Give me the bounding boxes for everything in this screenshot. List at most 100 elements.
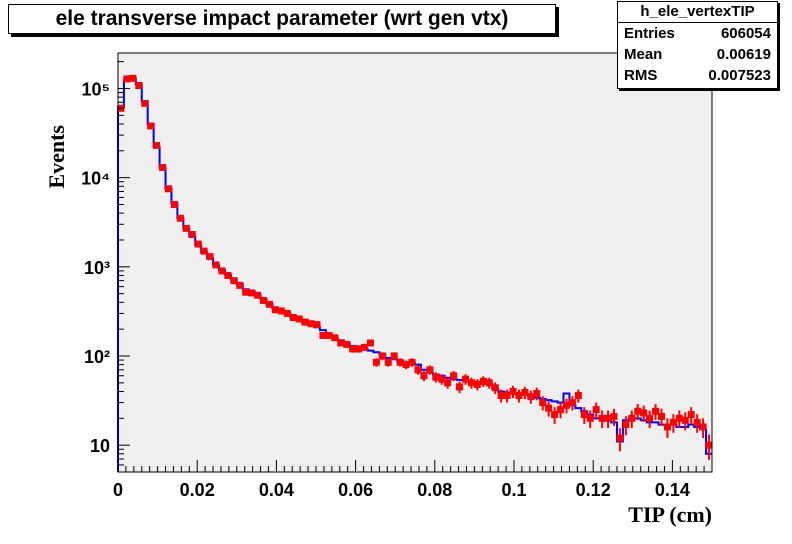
plot-frame-outline xyxy=(117,52,713,473)
data-point-marker xyxy=(432,373,440,381)
data-point-marker xyxy=(206,253,214,261)
data-point-marker xyxy=(390,352,398,360)
data-point-marker xyxy=(254,291,262,299)
data-point-marker xyxy=(557,406,565,414)
data-point-marker xyxy=(533,389,541,397)
data-point-marker xyxy=(153,141,161,149)
data-point-marker xyxy=(325,331,333,339)
data-point-marker xyxy=(551,411,559,419)
data-point-marker xyxy=(598,414,606,422)
data-point-marker xyxy=(295,315,303,323)
data-point-marker xyxy=(236,281,244,289)
data-point-marker xyxy=(331,334,339,342)
data-point-marker xyxy=(141,99,149,107)
data-point-marker xyxy=(337,339,345,347)
data-point-marker xyxy=(289,314,297,322)
data-point-marker xyxy=(610,412,618,420)
x-tick-label: 0 xyxy=(113,480,123,500)
y-tick-label: 10² xyxy=(84,347,110,367)
x-axis-label: TIP (cm) xyxy=(628,502,712,527)
data-point-marker xyxy=(224,271,232,279)
chart-title: ele transverse impact parameter (wrt gen… xyxy=(8,4,556,34)
data-point-marker xyxy=(361,343,369,351)
data-point-marker xyxy=(527,393,535,401)
data-point-marker xyxy=(539,399,547,407)
data-point-marker xyxy=(634,407,642,415)
data-point-marker xyxy=(349,345,357,353)
data-point-marker xyxy=(658,412,666,420)
data-point-marker xyxy=(426,366,434,374)
data-point-marker xyxy=(135,82,143,90)
data-point-marker xyxy=(265,300,273,308)
data-point-marker xyxy=(669,418,677,426)
data-point-marker xyxy=(408,358,416,366)
data-point-marker xyxy=(699,423,707,431)
data-point-marker xyxy=(402,361,410,369)
data-point-marker xyxy=(473,380,481,388)
y-tick-label: 10 xyxy=(90,436,110,456)
data-point-marker xyxy=(545,404,553,412)
x-tick-label: 0.02 xyxy=(180,480,215,500)
data-point-marker xyxy=(562,401,570,409)
data-point-marker xyxy=(497,392,505,400)
data-point-marker xyxy=(622,421,630,429)
data-point-marker xyxy=(159,163,167,171)
stats-label: Entries xyxy=(624,25,675,42)
data-point-marker xyxy=(479,377,487,385)
data-point-marker xyxy=(705,441,713,449)
x-tick-label: 0.06 xyxy=(338,480,373,500)
stats-value: 0.00619 xyxy=(716,46,771,63)
data-point-marker xyxy=(230,277,238,285)
data-point-marker xyxy=(509,387,517,395)
x-tick-label: 0.12 xyxy=(576,480,611,500)
data-point-marker xyxy=(592,406,600,414)
data-point-marker xyxy=(693,418,701,426)
stats-label: Mean xyxy=(624,46,663,63)
data-point-marker xyxy=(123,75,131,83)
data-point-marker xyxy=(687,411,695,419)
data-point-marker xyxy=(574,392,582,400)
x-tick-label: 0.08 xyxy=(417,480,452,500)
data-point-marker xyxy=(319,331,327,339)
data-point-marker xyxy=(450,372,458,380)
data-point-marker xyxy=(663,423,671,431)
data-point-marker xyxy=(170,200,178,208)
x-tick-label: 0.1 xyxy=(501,480,526,500)
data-point-marker xyxy=(652,407,660,415)
data-point-marker xyxy=(283,309,291,317)
stats-value: 606054 xyxy=(720,25,771,42)
y-tick-label: 10⁵ xyxy=(82,79,110,99)
data-point-marker xyxy=(456,383,464,391)
data-point-marker xyxy=(248,289,256,297)
data-point-marker xyxy=(313,321,321,329)
data-point-marker xyxy=(396,358,404,366)
data-point-marker xyxy=(366,339,374,347)
data-point-marker xyxy=(277,307,285,315)
data-point-marker xyxy=(515,392,523,400)
y-tick-label: 10³ xyxy=(84,258,110,278)
data-point-marker xyxy=(503,392,511,400)
data-point-marker xyxy=(242,288,250,296)
y-tick-label: 10⁴ xyxy=(81,169,110,189)
data-point-marker xyxy=(461,375,469,383)
data-point-marker xyxy=(194,240,202,248)
chart-title-text: ele transverse impact parameter (wrt gen… xyxy=(55,7,509,30)
stats-row-entries: Entries 606054 xyxy=(618,23,777,44)
data-point-marker xyxy=(212,261,220,269)
data-point-marker xyxy=(438,375,446,383)
data-point-marker xyxy=(604,414,612,422)
data-point-marker xyxy=(420,372,428,380)
data-point-marker xyxy=(200,247,208,255)
data-point-marker xyxy=(343,340,351,348)
data-point-marker xyxy=(355,345,363,353)
data-point-marker xyxy=(384,358,392,366)
data-point-marker xyxy=(164,185,172,193)
x-tick-label: 0.04 xyxy=(259,480,294,500)
stats-row-mean: Mean 0.00619 xyxy=(618,44,777,65)
data-point-marker xyxy=(568,399,576,407)
data-point-marker xyxy=(628,414,636,422)
stats-box: h_ele_vertexTIP Entries 606054 Mean 0.0061… xyxy=(617,1,778,89)
data-point-marker xyxy=(521,388,529,396)
stats-row-rms: RMS 0.007523 xyxy=(618,65,777,86)
